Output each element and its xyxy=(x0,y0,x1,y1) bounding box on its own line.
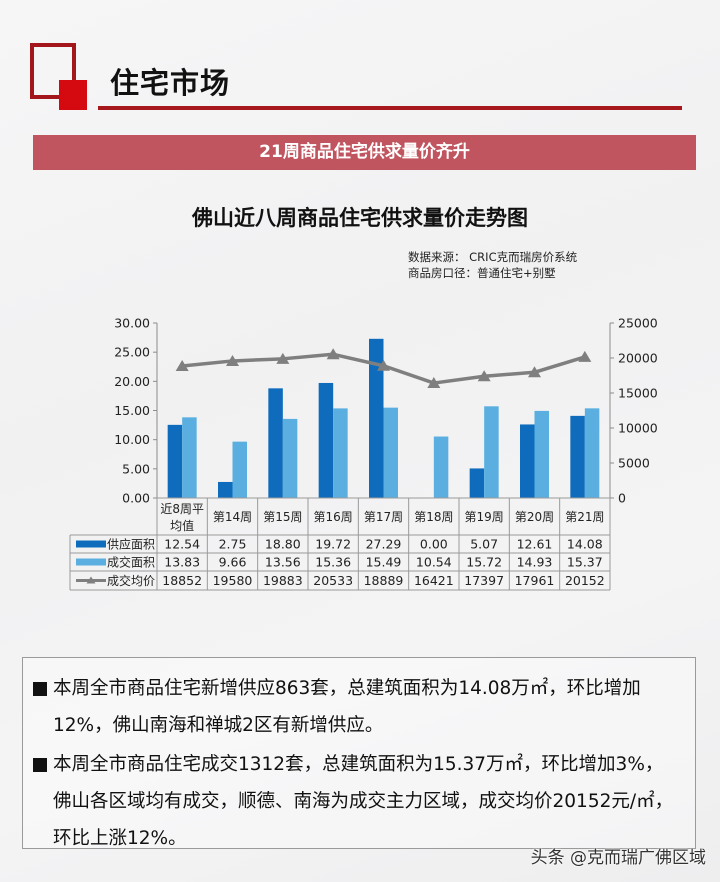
table-value: 5.07 xyxy=(470,537,498,552)
section-title: 住宅市场 xyxy=(110,66,231,100)
bar-supply xyxy=(520,424,535,498)
right-axis-tick-label: 15000 xyxy=(618,386,658,401)
right-axis-tick-label: 5000 xyxy=(618,456,650,471)
section-divider xyxy=(98,106,682,110)
legend-label: 供应面积 xyxy=(107,537,155,552)
table-value: 9.66 xyxy=(219,555,247,570)
logo-outline-square xyxy=(30,43,76,99)
summary-box: 本周全市商品住宅新增供应863套，总建筑面积为14.08万㎡，环比增加12%，佛… xyxy=(22,657,696,849)
left-axis-tick-label: 15.00 xyxy=(114,403,150,418)
table-value: 17397 xyxy=(464,573,504,588)
category-label: 第16周 xyxy=(314,510,353,524)
bar-transaction xyxy=(383,407,398,498)
left-axis-tick-label: 0.00 xyxy=(122,491,150,506)
table-value: 13.83 xyxy=(164,555,200,570)
triangle-marker-icon xyxy=(427,377,441,389)
category-label: 均值 xyxy=(170,518,194,533)
triangle-marker-icon xyxy=(528,366,541,378)
table-value: 12.61 xyxy=(517,537,553,552)
left-axis-tick-label: 30.00 xyxy=(114,316,150,331)
category-label: 第20周 xyxy=(515,510,554,524)
table-value: 20533 xyxy=(313,573,353,588)
triangle-marker-icon xyxy=(377,359,390,371)
legend-label: 成交均价 xyxy=(107,573,155,588)
table-value: 13.56 xyxy=(265,555,301,570)
bar-transaction xyxy=(433,436,449,498)
category-label: 第19周 xyxy=(465,510,504,524)
source-line: 数据来源： CRIC克而瑞房价系统 xyxy=(408,250,578,264)
scope-line: 商品房口径：普通住宅+别墅 xyxy=(408,266,556,280)
legend-triangle-icon xyxy=(86,576,96,584)
category-label: 第14周 xyxy=(213,510,252,524)
legend-label: 成交面积 xyxy=(107,555,155,570)
left-axis-tick-label: 10.00 xyxy=(114,432,150,447)
table-value: 15.37 xyxy=(567,555,603,570)
table-value: 15.36 xyxy=(315,555,351,570)
summary-paragraph-transactions: 本周全市商品住宅成交1312套，总建筑面积为15.37万㎡，环比增加3%，佛山各… xyxy=(33,746,677,857)
bar-supply xyxy=(268,388,283,498)
bar-supply xyxy=(570,415,585,498)
combo-chart: 0.00 5.00 10.00 15.00 20.00 25.00 30.00 0 5000 10… xyxy=(69,316,658,591)
table-value: 18889 xyxy=(364,573,404,588)
left-axis-tick-label: 5.00 xyxy=(122,461,150,476)
bar-supply xyxy=(318,382,334,498)
triangle-marker-icon xyxy=(477,370,491,382)
right-axis-tick-label: 10000 xyxy=(618,421,658,436)
table-value: 20152 xyxy=(565,573,605,588)
square-bullet-icon xyxy=(33,682,47,696)
legend-swatch-icon xyxy=(76,558,106,566)
triangle-marker-icon xyxy=(226,354,239,366)
category-label: 第18周 xyxy=(414,510,453,524)
bar-transaction xyxy=(232,441,247,498)
category-label: 第15周 xyxy=(263,510,302,524)
chart-source-note: 数据来源： CRIC克而瑞房价系统 商品房口径：普通住宅+别墅 xyxy=(408,249,577,281)
table-value: 27.29 xyxy=(366,537,402,552)
left-axis-tick-label: 25.00 xyxy=(114,345,150,360)
table-value: 15.49 xyxy=(366,555,402,570)
bar-transaction xyxy=(534,410,549,498)
table-value: 19883 xyxy=(263,573,303,588)
bar-transaction xyxy=(584,408,600,498)
table-value: 19.72 xyxy=(315,537,351,552)
table-value: 18.80 xyxy=(265,537,301,552)
bar-supply xyxy=(369,338,384,498)
bar-transaction xyxy=(484,406,499,498)
right-axis-tick-label: 20000 xyxy=(618,351,658,366)
left-axis-tick-label: 20.00 xyxy=(114,374,150,389)
table-value: 14.08 xyxy=(567,537,603,552)
table-value: 17961 xyxy=(515,573,555,588)
summary-paragraph-supply: 本周全市商品住宅新增供应863套，总建筑面积为14.08万㎡，环比增加12%，佛… xyxy=(33,670,677,744)
bar-transaction xyxy=(282,418,298,498)
logo-filled-square xyxy=(59,80,87,110)
bar-supply xyxy=(218,481,233,498)
square-bullet-icon xyxy=(33,758,47,772)
bar-transaction xyxy=(182,417,197,498)
triangle-marker-icon xyxy=(326,348,340,360)
triangle-marker-icon xyxy=(578,350,592,362)
right-axis-tick-label: 0 xyxy=(618,491,626,506)
chart-title: 佛山近八周商品住宅供求量价走势图 xyxy=(192,206,528,230)
right-axis-tick-label: 25000 xyxy=(618,316,658,331)
category-label: 第17周 xyxy=(364,510,403,524)
table-value: 10.54 xyxy=(416,555,452,570)
bar-transaction xyxy=(333,408,348,498)
table-value: 19580 xyxy=(213,573,253,588)
triangle-marker-icon xyxy=(175,360,189,372)
headline-banner: 21周商品住宅供求量价齐升 xyxy=(33,135,696,170)
triangle-marker-icon xyxy=(276,352,290,364)
watermark: 头条 @克而瑞广佛区域 xyxy=(530,848,706,868)
category-label: 第21周 xyxy=(565,510,604,524)
table-value: 0.00 xyxy=(420,537,448,552)
table-value: 2.75 xyxy=(219,537,247,552)
table-value: 12.54 xyxy=(164,537,200,552)
bar-supply xyxy=(167,424,183,498)
legend-swatch-icon xyxy=(76,540,106,548)
bar-supply xyxy=(469,468,485,498)
category-label: 近8周平 xyxy=(160,502,204,516)
table-value: 16421 xyxy=(414,573,454,588)
table-value: 18852 xyxy=(162,573,202,588)
table-value: 15.72 xyxy=(466,555,502,570)
table-value: 14.93 xyxy=(517,555,553,570)
